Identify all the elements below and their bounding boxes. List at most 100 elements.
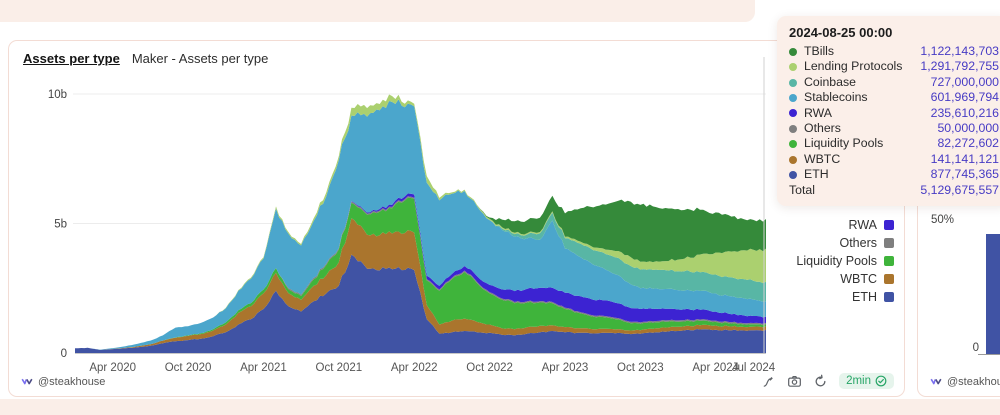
tooltip-row-wbtc: WBTC 141,141,121 [789, 152, 999, 167]
x-axis-label: Oct 2023 [617, 362, 664, 374]
steakhouse-logo-icon [21, 378, 33, 385]
legend-label: RWA [848, 218, 877, 232]
tooltip-date: 2024-08-25 00:00 [789, 25, 893, 40]
legend-item-others[interactable]: Others [839, 234, 894, 252]
x-axis-label: Oct 2022 [466, 362, 513, 374]
tooltip-series-label: Coinbase [804, 74, 856, 89]
tooltip-series-label: ETH [804, 167, 829, 182]
right-panel-ytick-50: 50% [930, 214, 954, 226]
legend-color-swatch [884, 274, 894, 284]
chart-tooltip: 2024-08-25 00:00 TBills 1,122,143,703 Lend… [777, 16, 1000, 207]
x-axis-label: Apr 2020 [89, 362, 136, 374]
series-color-dot [789, 155, 797, 164]
right-panel-ytick-0: 0 [972, 342, 979, 354]
x-axis-label: Oct 2021 [316, 362, 363, 374]
panel-actions: 2min [761, 371, 894, 391]
y-axis-label-0: 0 [61, 348, 67, 360]
series-color-dot [789, 140, 797, 149]
author-handle: @steakhouse [947, 376, 1000, 388]
series-color-dot [789, 78, 797, 87]
x-axis-label: Apr 2021 [240, 362, 287, 374]
series-color-dot [789, 124, 797, 133]
x-axis-label: Apr 2023 [542, 362, 589, 374]
tooltip-series-value: 877,745,365 [930, 167, 999, 182]
x-axis-label: Apr 2024 [692, 362, 739, 374]
last-refresh-badge[interactable]: 2min [839, 373, 894, 389]
x-axis-label: Oct 2020 [165, 362, 212, 374]
refresh-age-text: 2min [846, 375, 871, 387]
series-color-dot [789, 63, 797, 72]
tooltip-row-stablecoins: Stablecoins 601,969,794 [789, 90, 999, 105]
y-axis-label-5b: 5b [54, 219, 67, 231]
tooltip-total-label: Total [789, 182, 815, 197]
series-color-dot [789, 93, 797, 102]
tooltip-series-label: WBTC [804, 151, 841, 166]
tooltip-series-value: 727,000,000 [930, 74, 999, 89]
legend-item-eth[interactable]: ETH [852, 288, 894, 306]
tooltip-series-label: Others [804, 121, 841, 136]
area-series-wbtc [75, 218, 766, 350]
tooltip-series-value: 1,122,143,703 [920, 44, 999, 58]
legend-label: ETH [852, 290, 877, 304]
bottom-panel-strip [0, 399, 1000, 415]
area-series-tbills [75, 94, 766, 350]
stacked-area-chart[interactable]: 10b 5b 0 Apr 2020 Oct 2020 Apr 2021 Oct 2021 Ap… [9, 41, 906, 398]
legend-color-swatch [884, 256, 894, 266]
right-panel-axis-line [978, 354, 1000, 355]
tooltip-series-value: 1,291,792,755 [920, 59, 999, 74]
tooltip-row-tbills: TBills 1,122,143,703 [789, 44, 999, 59]
series-color-dot [789, 170, 797, 179]
right-panel-bar[interactable] [986, 234, 1000, 354]
query-pen-icon[interactable] [761, 374, 776, 389]
tooltip-row-rwa: RWA 235,610,216 [789, 106, 999, 121]
check-circle-icon [875, 375, 887, 387]
tooltip-total-value: 5,129,675,557 [920, 182, 999, 197]
tooltip-series-label: RWA [804, 105, 833, 120]
legend-item-rwa[interactable]: RWA [849, 216, 894, 234]
x-axis-label: Jul 2024 [732, 362, 776, 374]
legend-label: Liquidity Pools [796, 254, 877, 268]
tooltip-series-value: 141,141,121 [930, 151, 999, 166]
tooltip-row-lending-protocols: Lending Protocols 1,291,792,755 [789, 59, 999, 74]
author-credit[interactable]: @steakhouse [930, 374, 1000, 390]
tooltip-series-value: 82,272,602 [937, 136, 999, 151]
tooltip-row-eth: ETH 877,745,365 [789, 167, 999, 182]
author-handle: @steakhouse [38, 376, 106, 388]
legend-color-swatch [884, 238, 894, 248]
legend-label: WBTC [840, 272, 877, 286]
area-series-stablecoins [75, 99, 766, 350]
area-series-eth [75, 254, 766, 353]
tooltip-series-value: 235,610,216 [930, 105, 999, 120]
tooltip-row-others: Others 50,000,000 [789, 121, 999, 136]
tooltip-series-value: 601,969,794 [930, 90, 999, 105]
author-credit[interactable]: @steakhouse [21, 374, 105, 390]
tooltip-series-label: TBills [804, 44, 835, 58]
top-panel-strip [0, 0, 755, 22]
tooltip-row-coinbase: Coinbase 727,000,000 [789, 75, 999, 90]
tooltip-total-row: Total 5,129,675,557 [789, 183, 999, 198]
area-series-rwa [75, 193, 766, 350]
legend-item-wbtc[interactable]: WBTC [840, 270, 894, 288]
chart-legend: RWA Others Liquidity Pools WBTC ETH [796, 216, 894, 306]
x-axis-label: Apr 2022 [391, 362, 438, 374]
tooltip-row-liquidity-pools: Liquidity Pools 82,272,602 [789, 136, 999, 151]
camera-screenshot-icon[interactable] [787, 374, 802, 389]
legend-item-liquidity-pools[interactable]: Liquidity Pools [796, 252, 894, 270]
tooltip-rows: TBills 1,122,143,703 Lending Protocols 1,29… [789, 44, 999, 183]
steakhouse-logo-icon [930, 378, 942, 385]
assets-per-type-panel: Assets per type Maker - Assets per type … [8, 40, 905, 397]
query-title-link[interactable]: Assets per type [23, 51, 120, 66]
legend-color-swatch [884, 292, 894, 302]
tooltip-series-label: Liquidity Pools [804, 136, 884, 151]
tooltip-series-label: Lending Protocols [804, 59, 903, 74]
series-color-dot [789, 47, 797, 56]
tooltip-series-value: 50,000,000 [937, 121, 999, 136]
y-axis-label-10b: 10b [48, 89, 67, 101]
tooltip-series-label: Stablecoins [804, 90, 868, 105]
refresh-icon[interactable] [813, 374, 828, 389]
series-color-dot [789, 109, 797, 118]
chart-subtitle: Maker - Assets per type [131, 51, 269, 66]
panel-header: Assets per type Maker - Assets per type [23, 51, 268, 66]
legend-color-swatch [884, 220, 894, 230]
